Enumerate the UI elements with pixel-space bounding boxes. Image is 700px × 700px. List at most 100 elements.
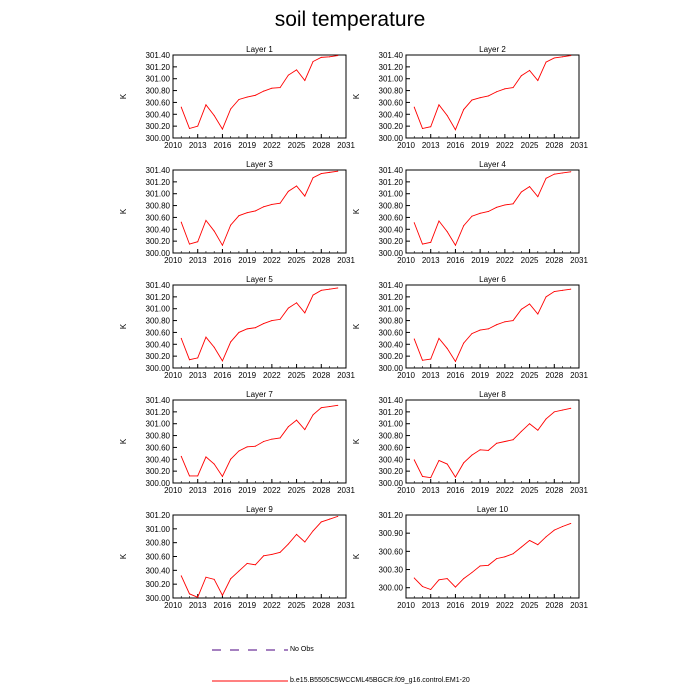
y-tick-label: 301.20 — [146, 178, 171, 187]
data-point — [197, 475, 199, 477]
data-point — [180, 221, 182, 223]
data-point — [553, 173, 555, 175]
y-tick-label: 301.00 — [146, 420, 171, 429]
y-tick-label: 301.20 — [379, 511, 404, 520]
data-point — [421, 359, 423, 361]
data-point — [529, 186, 531, 188]
data-point — [471, 215, 473, 217]
data-point — [479, 565, 481, 567]
y-tick-label: 300.40 — [379, 455, 404, 464]
data-point — [271, 320, 273, 322]
y-tick-label: 300.40 — [146, 225, 171, 234]
y-tick-label: 300.00 — [379, 364, 404, 373]
data-point — [287, 74, 289, 76]
data-point — [446, 578, 448, 580]
data-point — [197, 357, 199, 359]
y-axis-label: K — [119, 323, 128, 329]
panel-title: Layer 8 — [479, 390, 506, 399]
data-point — [230, 458, 232, 460]
data-point — [254, 327, 256, 329]
panel-layer-3: Layer 3 K 2010 2013 2016 2019 2022 2025 2028 2031… — [119, 160, 355, 265]
y-tick-label: 300.60 — [146, 328, 171, 337]
data-point — [296, 69, 298, 71]
x-tick-label: 2010 — [164, 601, 182, 610]
y-axis-label: K — [119, 208, 128, 214]
x-tick-label: 2022 — [496, 141, 514, 150]
data-point — [529, 303, 531, 305]
plot-frame — [172, 399, 347, 484]
data-point — [504, 556, 506, 558]
x-tick-label: 2025 — [288, 486, 306, 495]
panel-title: Layer 5 — [246, 275, 273, 284]
x-tick-label: 2025 — [521, 371, 539, 380]
data-point — [438, 220, 440, 222]
data-point — [221, 128, 223, 130]
data-point — [487, 95, 489, 97]
data-point — [496, 442, 498, 444]
y-tick-label: 300.40 — [379, 225, 404, 234]
data-point — [254, 564, 256, 566]
data-point — [520, 430, 522, 432]
x-tick-label: 2025 — [521, 141, 539, 150]
data-point — [213, 346, 215, 348]
y-tick-label: 301.20 — [146, 511, 171, 520]
data-point — [496, 206, 498, 208]
panel-title: Layer 7 — [246, 390, 273, 399]
panel-title: Layer 10 — [477, 505, 509, 514]
data-point — [279, 87, 281, 89]
x-tick-label: 2019 — [238, 371, 256, 380]
data-point — [337, 287, 339, 289]
data-point — [271, 87, 273, 89]
data-point — [471, 454, 473, 456]
x-tick-label: 2028 — [545, 256, 563, 265]
x-tick-label: 2016 — [214, 486, 232, 495]
data-point — [188, 359, 190, 361]
y-tick-label: 300.20 — [379, 467, 404, 476]
panel-layer-1: Layer 1 K 2010 2013 2016 2019 2022 2025 2028 2031… — [119, 45, 355, 150]
data-point — [438, 104, 440, 106]
y-tick-label: 301.40 — [379, 51, 404, 60]
data-point — [421, 585, 423, 587]
y-tick-label: 300.80 — [146, 539, 171, 548]
data-point — [479, 449, 481, 451]
x-tick-label: 2028 — [545, 371, 563, 380]
data-point — [570, 55, 572, 57]
data-point — [197, 241, 199, 243]
y-tick-label: 300.20 — [146, 352, 171, 361]
y-tick-label: 301.00 — [379, 305, 404, 314]
x-tick-label: 2016 — [447, 256, 465, 265]
y-tick-label: 300.60 — [379, 98, 404, 107]
data-point — [238, 215, 240, 217]
y-tick-label: 300.40 — [146, 455, 171, 464]
data-point — [312, 414, 314, 416]
y-tick-label: 300.20 — [146, 237, 171, 246]
data-point — [421, 128, 423, 130]
data-point — [553, 529, 555, 531]
data-point — [312, 61, 314, 63]
panel-layer-2: Layer 2 K 2010 2013 2016 2019 2022 2025 2028 2031… — [352, 45, 588, 150]
data-point — [438, 337, 440, 339]
panel-layer-10: Layer 10 K 2010 2013 2016 2019 2022 2025 2028 203… — [352, 505, 588, 610]
y-tick-label: 300.00 — [146, 479, 171, 488]
y-tick-label: 301.40 — [379, 166, 404, 175]
plot-frame — [405, 514, 580, 599]
y-tick-label: 300.80 — [146, 317, 171, 326]
y-tick-label: 301.00 — [379, 420, 404, 429]
panel-title: Layer 6 — [479, 275, 506, 284]
data-point — [213, 578, 215, 580]
y-axis-label: K — [352, 208, 361, 214]
y-tick-label: 300.60 — [146, 553, 171, 562]
data-point — [545, 418, 547, 420]
x-tick-label: 2013 — [189, 601, 207, 610]
data-point — [413, 338, 415, 340]
data-point — [221, 594, 223, 596]
x-tick-label: 2019 — [238, 601, 256, 610]
panel-layer-8: Layer 8 K 2010 2013 2016 2019 2022 2025 2028 2031… — [352, 390, 588, 495]
panel-title: Layer 4 — [479, 160, 506, 169]
y-tick-label: 301.20 — [379, 408, 404, 417]
data-point — [504, 321, 506, 323]
data-point — [537, 79, 539, 81]
x-tick-label: 2010 — [397, 601, 415, 610]
x-tick-label: 2025 — [288, 256, 306, 265]
data-point — [463, 462, 465, 464]
